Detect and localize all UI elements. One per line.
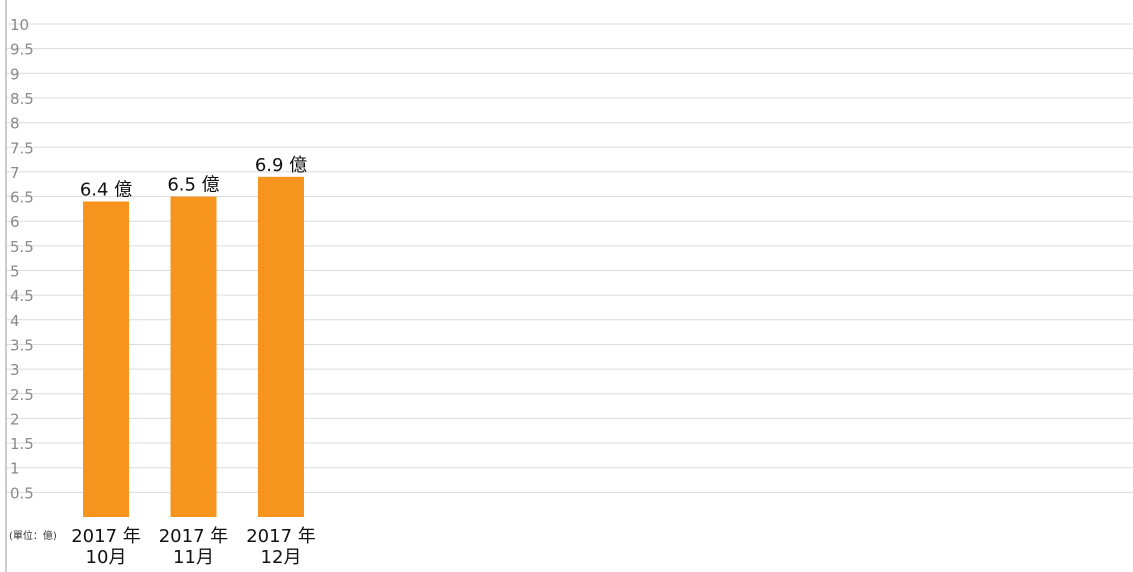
y-tick-label: 9 [10, 65, 20, 83]
y-tick-label: 1.5 [10, 435, 34, 453]
unit-label: (單位：億) [9, 529, 57, 542]
y-tick-label: 2 [10, 410, 20, 428]
y-tick-label: 7.5 [10, 139, 34, 157]
y-tick-label: 3.5 [10, 336, 34, 354]
y-tick-label: 7 [10, 164, 20, 182]
y-tick-label: 8 [10, 115, 20, 133]
y-tick-label: 1 [10, 460, 20, 478]
data-label: 6.4 億 [80, 179, 132, 200]
bar [258, 176, 304, 517]
bars [83, 176, 304, 518]
y-tick-label: 5.5 [10, 238, 34, 256]
x-tick-label: 2017 年 12月 [246, 526, 316, 568]
x-axis-ticks: 2017 年 10月 2017 年 11月 2017 年 12月 [71, 526, 316, 568]
y-tick-label: 8.5 [10, 90, 34, 108]
y-tick-label: 4.5 [10, 287, 34, 305]
y-axis-ticks: 0.5 1 1.5 2 2.5 3 3.5 4 4.5 5 5.5 6 6.5 7 7.5 8 8.5 9 9.5 1… [10, 16, 34, 502]
bar [83, 201, 129, 518]
y-tick-label: 2.5 [10, 386, 34, 404]
y-tick-label: 6 [10, 213, 20, 231]
y-tick-label: 10 [10, 16, 29, 34]
bar [170, 196, 217, 518]
data-label: 6.9 億 [255, 155, 307, 176]
data-label: 6.5 億 [167, 175, 219, 196]
y-tick-label: 3 [10, 361, 20, 379]
x-tick-label: 2017 年 10月 [71, 526, 141, 568]
y-tick-label: 0.5 [10, 484, 34, 502]
data-labels: 6.4 億 6.5 億 6.9 億 [80, 155, 307, 201]
x-tick-label: 2017 年 11月 [159, 526, 229, 568]
y-tick-label: 4 [10, 312, 20, 330]
y-tick-label: 5 [10, 263, 20, 281]
y-tick-label: 9.5 [10, 41, 34, 59]
y-tick-label: 6.5 [10, 189, 34, 207]
